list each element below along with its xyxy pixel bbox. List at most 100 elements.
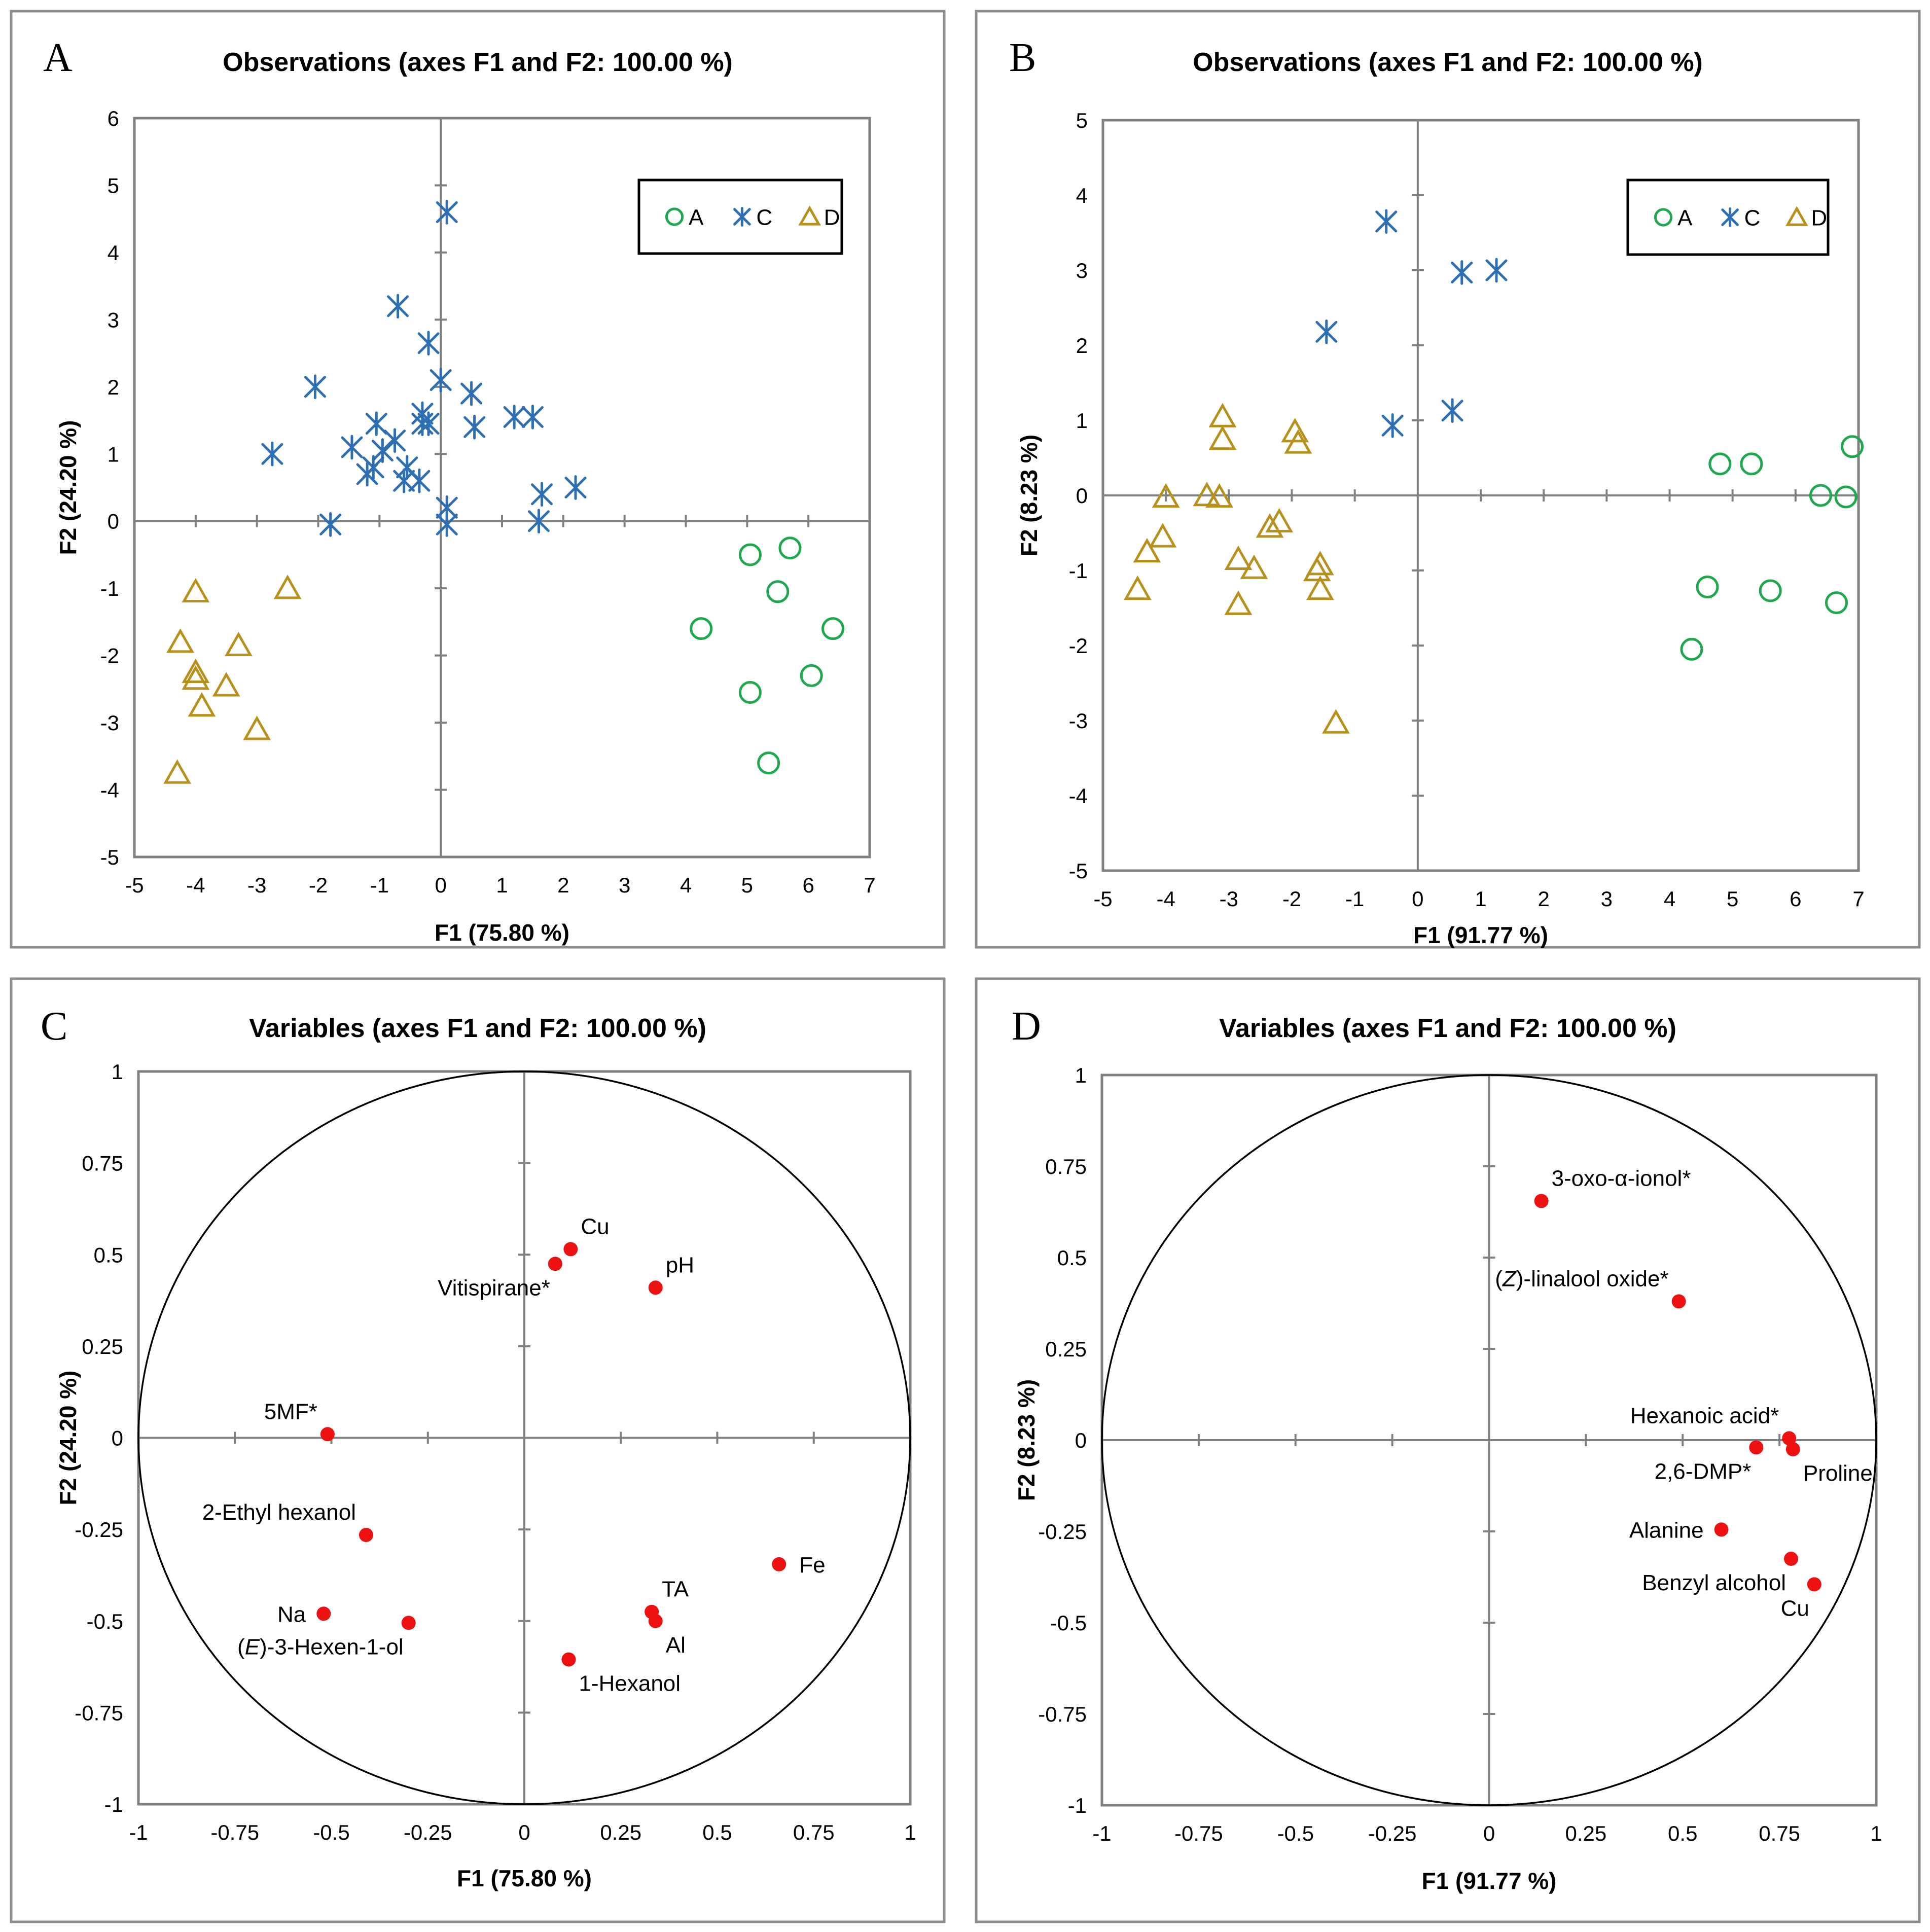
data-point-d [1256,513,1284,538]
asterisk-icon [733,206,751,227]
legend-marker [798,205,821,226]
x-tick-label: -5 [125,873,144,897]
x-tick-label: -0.25 [404,1820,452,1844]
legend-marker [733,206,751,227]
x-tick-label: -0.5 [313,1820,349,1844]
y-tick-label: -0.5 [87,1609,123,1633]
data-point-d [212,672,240,697]
data-point-a [1696,576,1719,599]
panel-border [975,977,1921,1923]
legend-label: C [1744,206,1761,231]
data-point-a [1759,579,1782,602]
variable-point [648,1280,663,1295]
data-point-d [166,628,195,653]
data-point-d [1322,709,1350,734]
data-point-d [1224,545,1253,570]
data-point-a [1740,452,1763,476]
legend-label: D [1811,206,1827,231]
y-tick-label: 0.5 [1057,1246,1087,1270]
y-tick-label: 0.25 [1045,1337,1087,1361]
data-point-d [243,715,271,740]
data-point-c [460,381,483,406]
variable-point [401,1616,416,1630]
data-point-a [738,681,762,704]
data-point-c [1375,209,1398,234]
x-tick-label: -2 [1282,887,1301,911]
y-tick-label: -5 [1069,859,1088,883]
panel-border [10,10,946,949]
series-a [1680,435,1864,661]
data-point-a [1841,435,1864,458]
x-tick-label: -0.75 [1174,1821,1223,1845]
data-point-d [182,578,210,603]
panel-letter: B [1009,35,1036,80]
panel-border [975,10,1921,949]
y-tick-label: -2 [100,644,119,668]
data-point-c [384,428,406,453]
data-point-c [362,455,384,480]
data-point-d [273,575,302,599]
variable-label: (E)-3-Hexen-1-ol [237,1634,404,1659]
data-point-d [1133,538,1161,563]
data-point-c [319,512,342,537]
asterisk-icon [1721,207,1739,228]
y-axis-title: F2 (8.23 %) [1013,1379,1040,1501]
data-point-c [393,468,415,493]
x-axis-title: F1 (91.77 %) [1413,922,1548,948]
x-tick-label: 0.25 [1565,1821,1607,1845]
data-point-c [528,509,550,534]
y-tick-label: -0.5 [1050,1611,1087,1635]
y-tick-label: 0 [1075,1428,1087,1452]
x-tick-label: -1 [370,873,389,897]
series-d [163,575,302,784]
y-tick-label: 4 [1076,184,1088,207]
variable-point [772,1557,787,1571]
variable-label: TA [662,1577,689,1602]
data-point-d [1123,575,1152,600]
correlation-circle [137,1070,911,1805]
x-tick-label: -3 [247,873,266,897]
variable-point [648,1614,663,1628]
variable-point [359,1527,373,1542]
x-tick-label: 2 [1538,887,1549,911]
y-tick-label: -4 [1069,784,1088,808]
data-point-c [387,294,409,319]
variable-label: 5MF* [264,1399,317,1424]
data-point-a [766,580,790,603]
x-tick-label: 4 [1664,887,1675,911]
data-point-c [261,441,283,467]
variable-point [1784,1552,1799,1566]
y-tick-label: -4 [100,778,119,802]
y-tick-label: -1 [1069,559,1088,583]
legend-label: D [824,205,840,230]
data-point-c [1485,258,1508,283]
panel-letter: A [43,35,73,80]
chart-title: Observations (axes F1 and F2: 100.00 %) [1193,48,1703,77]
data-point-d [1303,556,1331,582]
x-tick-label: 0.75 [1759,1821,1800,1845]
y-tick-label: 4 [108,241,119,265]
variable-point [561,1652,576,1667]
x-tick-label: 0.5 [1668,1821,1697,1845]
x-tick-label: 6 [802,873,814,897]
data-point-c [1315,319,1338,344]
y-tick-label: -0.75 [75,1701,123,1725]
data-point-d [163,759,191,784]
x-tick-label: -0.5 [1277,1821,1314,1845]
legend-box [1626,178,1830,256]
legend-marker [665,207,684,226]
x-tick-label: 1 [496,873,508,897]
y-tick-label: 1 [1076,409,1088,433]
x-tick-label: -4 [186,873,205,897]
data-point-c [436,512,458,537]
data-point-a [1809,484,1832,507]
x-axis-title: F1 (75.80 %) [457,1865,592,1891]
data-point-a [778,536,802,560]
panel-b: B Observations (axes F1 and F2: 100.00 %)… [975,10,1921,949]
x-tick-label: 0.75 [793,1820,835,1844]
y-tick-label: -0.25 [75,1518,123,1542]
panel-border [10,977,946,1923]
variables: Cu Vitispirane* pH 5MF* 2-Ethyl hexanol Fe TA A… [202,1214,826,1696]
x-tick-label: 0.25 [600,1820,641,1844]
